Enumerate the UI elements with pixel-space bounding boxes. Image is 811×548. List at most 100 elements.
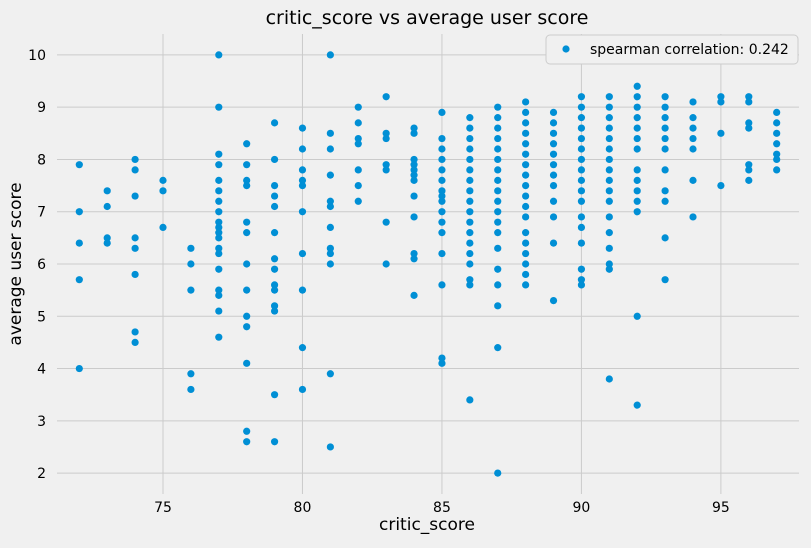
data-point — [549, 129, 558, 137]
data-point — [605, 229, 613, 237]
data-point — [522, 270, 530, 279]
data-point — [689, 176, 697, 184]
data-point — [522, 213, 530, 221]
data-point — [494, 344, 502, 352]
data-point — [270, 192, 279, 200]
data-point — [773, 150, 781, 158]
data-point — [438, 354, 446, 362]
data-point — [466, 134, 474, 143]
data-point — [494, 166, 502, 174]
data-point — [522, 239, 530, 247]
data-point — [326, 197, 334, 205]
data-point — [215, 307, 223, 315]
data-point — [633, 197, 641, 205]
data-point — [577, 213, 586, 221]
data-point — [577, 265, 586, 273]
data-point — [131, 192, 139, 200]
data-point — [270, 391, 279, 399]
data-point — [438, 176, 446, 184]
data-point — [605, 93, 613, 101]
y-tick-label: 6 — [37, 257, 46, 273]
data-point — [382, 161, 390, 169]
data-point — [131, 155, 139, 164]
data-point — [131, 244, 139, 252]
data-point — [187, 286, 195, 294]
data-point — [717, 181, 725, 190]
data-point — [270, 438, 279, 446]
data-point — [661, 234, 669, 242]
y-tick-label: 10 — [28, 48, 46, 64]
data-point — [494, 229, 502, 237]
y-tick-label: 9 — [37, 100, 46, 116]
data-point — [466, 281, 474, 289]
data-point — [354, 197, 362, 205]
data-point — [466, 396, 474, 404]
data-point — [605, 213, 613, 221]
data-point — [773, 155, 781, 164]
data-point — [187, 244, 195, 252]
data-point — [215, 234, 223, 242]
data-point — [605, 176, 613, 184]
data-point — [522, 192, 530, 200]
data-point — [577, 134, 586, 143]
data-point — [75, 364, 83, 373]
tick-labels: 75 80 85 90 95 2 3 4 5 6 7 8 9 10 — [28, 48, 730, 516]
data-point — [773, 119, 781, 127]
data-point — [633, 187, 641, 195]
data-point — [215, 249, 223, 258]
legend-label: spearman correlation: 0.242 — [590, 42, 789, 58]
data-point — [326, 244, 334, 252]
data-point — [522, 129, 530, 137]
data-point — [549, 119, 558, 127]
data-point — [577, 281, 586, 289]
data-point — [605, 375, 613, 383]
data-point — [270, 155, 279, 164]
data-point — [466, 260, 474, 268]
data-point — [773, 166, 781, 174]
data-point — [466, 187, 474, 195]
data-point — [410, 192, 418, 200]
x-axis-label: critic_score — [379, 515, 475, 535]
data-point — [326, 223, 334, 232]
data-point — [522, 98, 530, 106]
data-point — [745, 119, 753, 127]
data-point — [689, 124, 697, 132]
data-point — [577, 103, 586, 111]
data-point — [466, 124, 474, 132]
data-point — [243, 312, 251, 320]
data-point — [494, 176, 502, 184]
data-point — [577, 239, 586, 247]
data-point — [410, 129, 418, 137]
data-point — [773, 129, 781, 137]
data-point — [354, 166, 362, 174]
data-point — [494, 145, 502, 153]
x-tick-label: 95 — [712, 500, 730, 516]
data-point — [577, 145, 586, 153]
data-point — [605, 114, 613, 122]
data-point — [633, 145, 641, 153]
data-point — [494, 197, 502, 205]
data-point — [633, 208, 641, 216]
data-point — [522, 171, 530, 179]
data-point — [549, 239, 558, 247]
data-point — [494, 134, 502, 143]
data-point — [131, 328, 139, 336]
data-point — [215, 197, 223, 205]
legend-box — [545, 34, 799, 65]
data-point — [633, 124, 641, 132]
data-point — [438, 197, 446, 205]
x-tick-label: 75 — [154, 500, 172, 516]
data-point — [773, 140, 781, 148]
data-point — [326, 171, 334, 179]
data-point — [382, 218, 390, 226]
data-point — [215, 103, 223, 111]
y-tick-label: 7 — [37, 205, 46, 221]
data-point — [745, 161, 753, 169]
data-point — [605, 145, 613, 153]
x-tick-label: 85 — [433, 500, 451, 516]
data-point — [382, 260, 390, 268]
data-point — [577, 114, 586, 122]
data-point — [494, 265, 502, 273]
data-point — [549, 296, 558, 305]
data-point — [494, 114, 502, 122]
